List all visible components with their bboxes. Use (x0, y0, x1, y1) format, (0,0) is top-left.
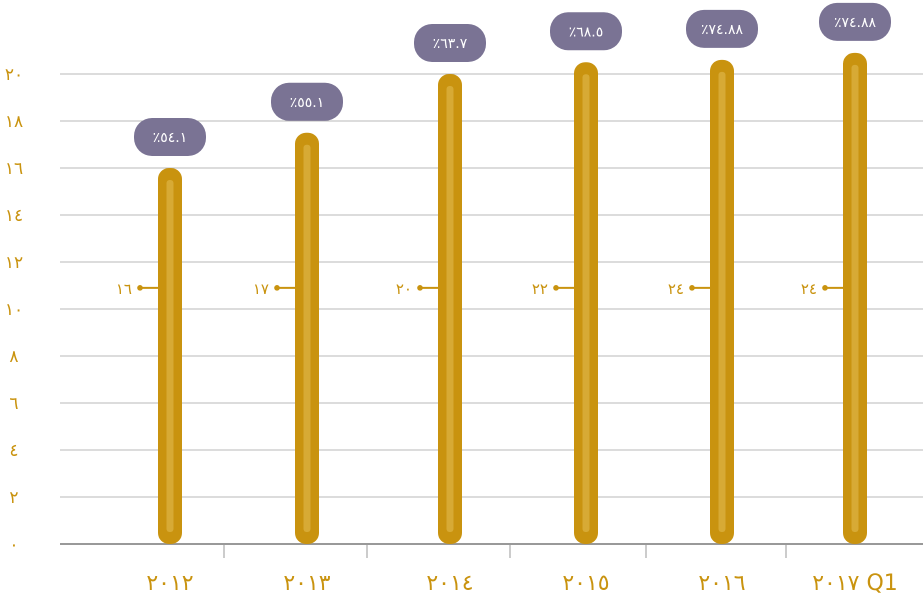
percent-badge (134, 118, 206, 156)
x-category-label: ٢٠١٧ Q1 (812, 571, 898, 596)
percent-label: ٪٥٥.١ (290, 95, 325, 111)
count-label: ١٦ (116, 280, 132, 298)
percent-label: ٪٥٤.١ (153, 130, 188, 146)
percent-label: ٪٦٣.٧ (433, 36, 468, 52)
count-label: ١٧ (253, 280, 269, 298)
y-tick-label: ٢٠ (5, 65, 23, 85)
count-marker-dot (417, 285, 423, 291)
percent-badge (271, 82, 343, 121)
y-tick-label: ١٨ (5, 112, 23, 132)
y-tick-label: ١٠ (5, 300, 23, 320)
count-marker-dot (274, 285, 280, 291)
count-label: ٢٠ (396, 280, 412, 298)
count-marker-dot (822, 285, 828, 291)
x-category-label: ٢٠١٤ (426, 571, 473, 596)
y-tick-label: ١٢ (5, 253, 23, 273)
x-category-label: ٢٠١٣ (283, 571, 330, 596)
count-marker-dot (137, 285, 143, 291)
count-label: ٢٤ (668, 280, 684, 298)
y-tick-label: ٢ (9, 488, 18, 508)
count-marker-dot (689, 285, 695, 291)
percent-badge (414, 24, 486, 62)
bar-highlight (718, 71, 726, 533)
percent-label: ٪٧٤.٨٨ (701, 22, 744, 38)
labels-layer: ٠٢٤٦٨١٠١٢١٤١٦١٨٢٠٪٥٤.١١٦٢٠١٢٪٥٥.١١٧٢٠١٣٪… (5, 2, 898, 596)
bars-layer (158, 52, 867, 545)
y-tick-label: ١٦ (5, 159, 23, 179)
y-tick-label: ٤ (9, 441, 18, 461)
bar-highlight (851, 64, 859, 532)
percent-badge (819, 2, 891, 41)
count-marker-dot (553, 285, 559, 291)
count-label: ٢٢ (532, 280, 548, 298)
y-tick-label: ١٤ (5, 206, 23, 226)
bar-highlight (303, 144, 311, 532)
x-category-label: ٢٠١٥ (562, 571, 609, 596)
bar-highlight (166, 180, 174, 532)
y-tick-label: ٦ (9, 394, 18, 414)
x-category-label: ٢٠١٢ (146, 571, 193, 596)
y-tick-label: ٨ (9, 347, 18, 367)
count-label: ٢٤ (801, 280, 817, 298)
percent-badge (550, 12, 622, 51)
y-tick-label: ٠ (9, 535, 18, 555)
percent-label: ٪٧٤.٨٨ (834, 15, 877, 31)
bar-highlight (582, 74, 590, 532)
percent-label: ٪٦٨.٥ (569, 24, 604, 40)
grid-layer (60, 73, 923, 558)
x-category-label: ٢٠١٦ (698, 571, 745, 596)
bar-highlight (446, 86, 454, 532)
percent-badge (686, 9, 758, 48)
